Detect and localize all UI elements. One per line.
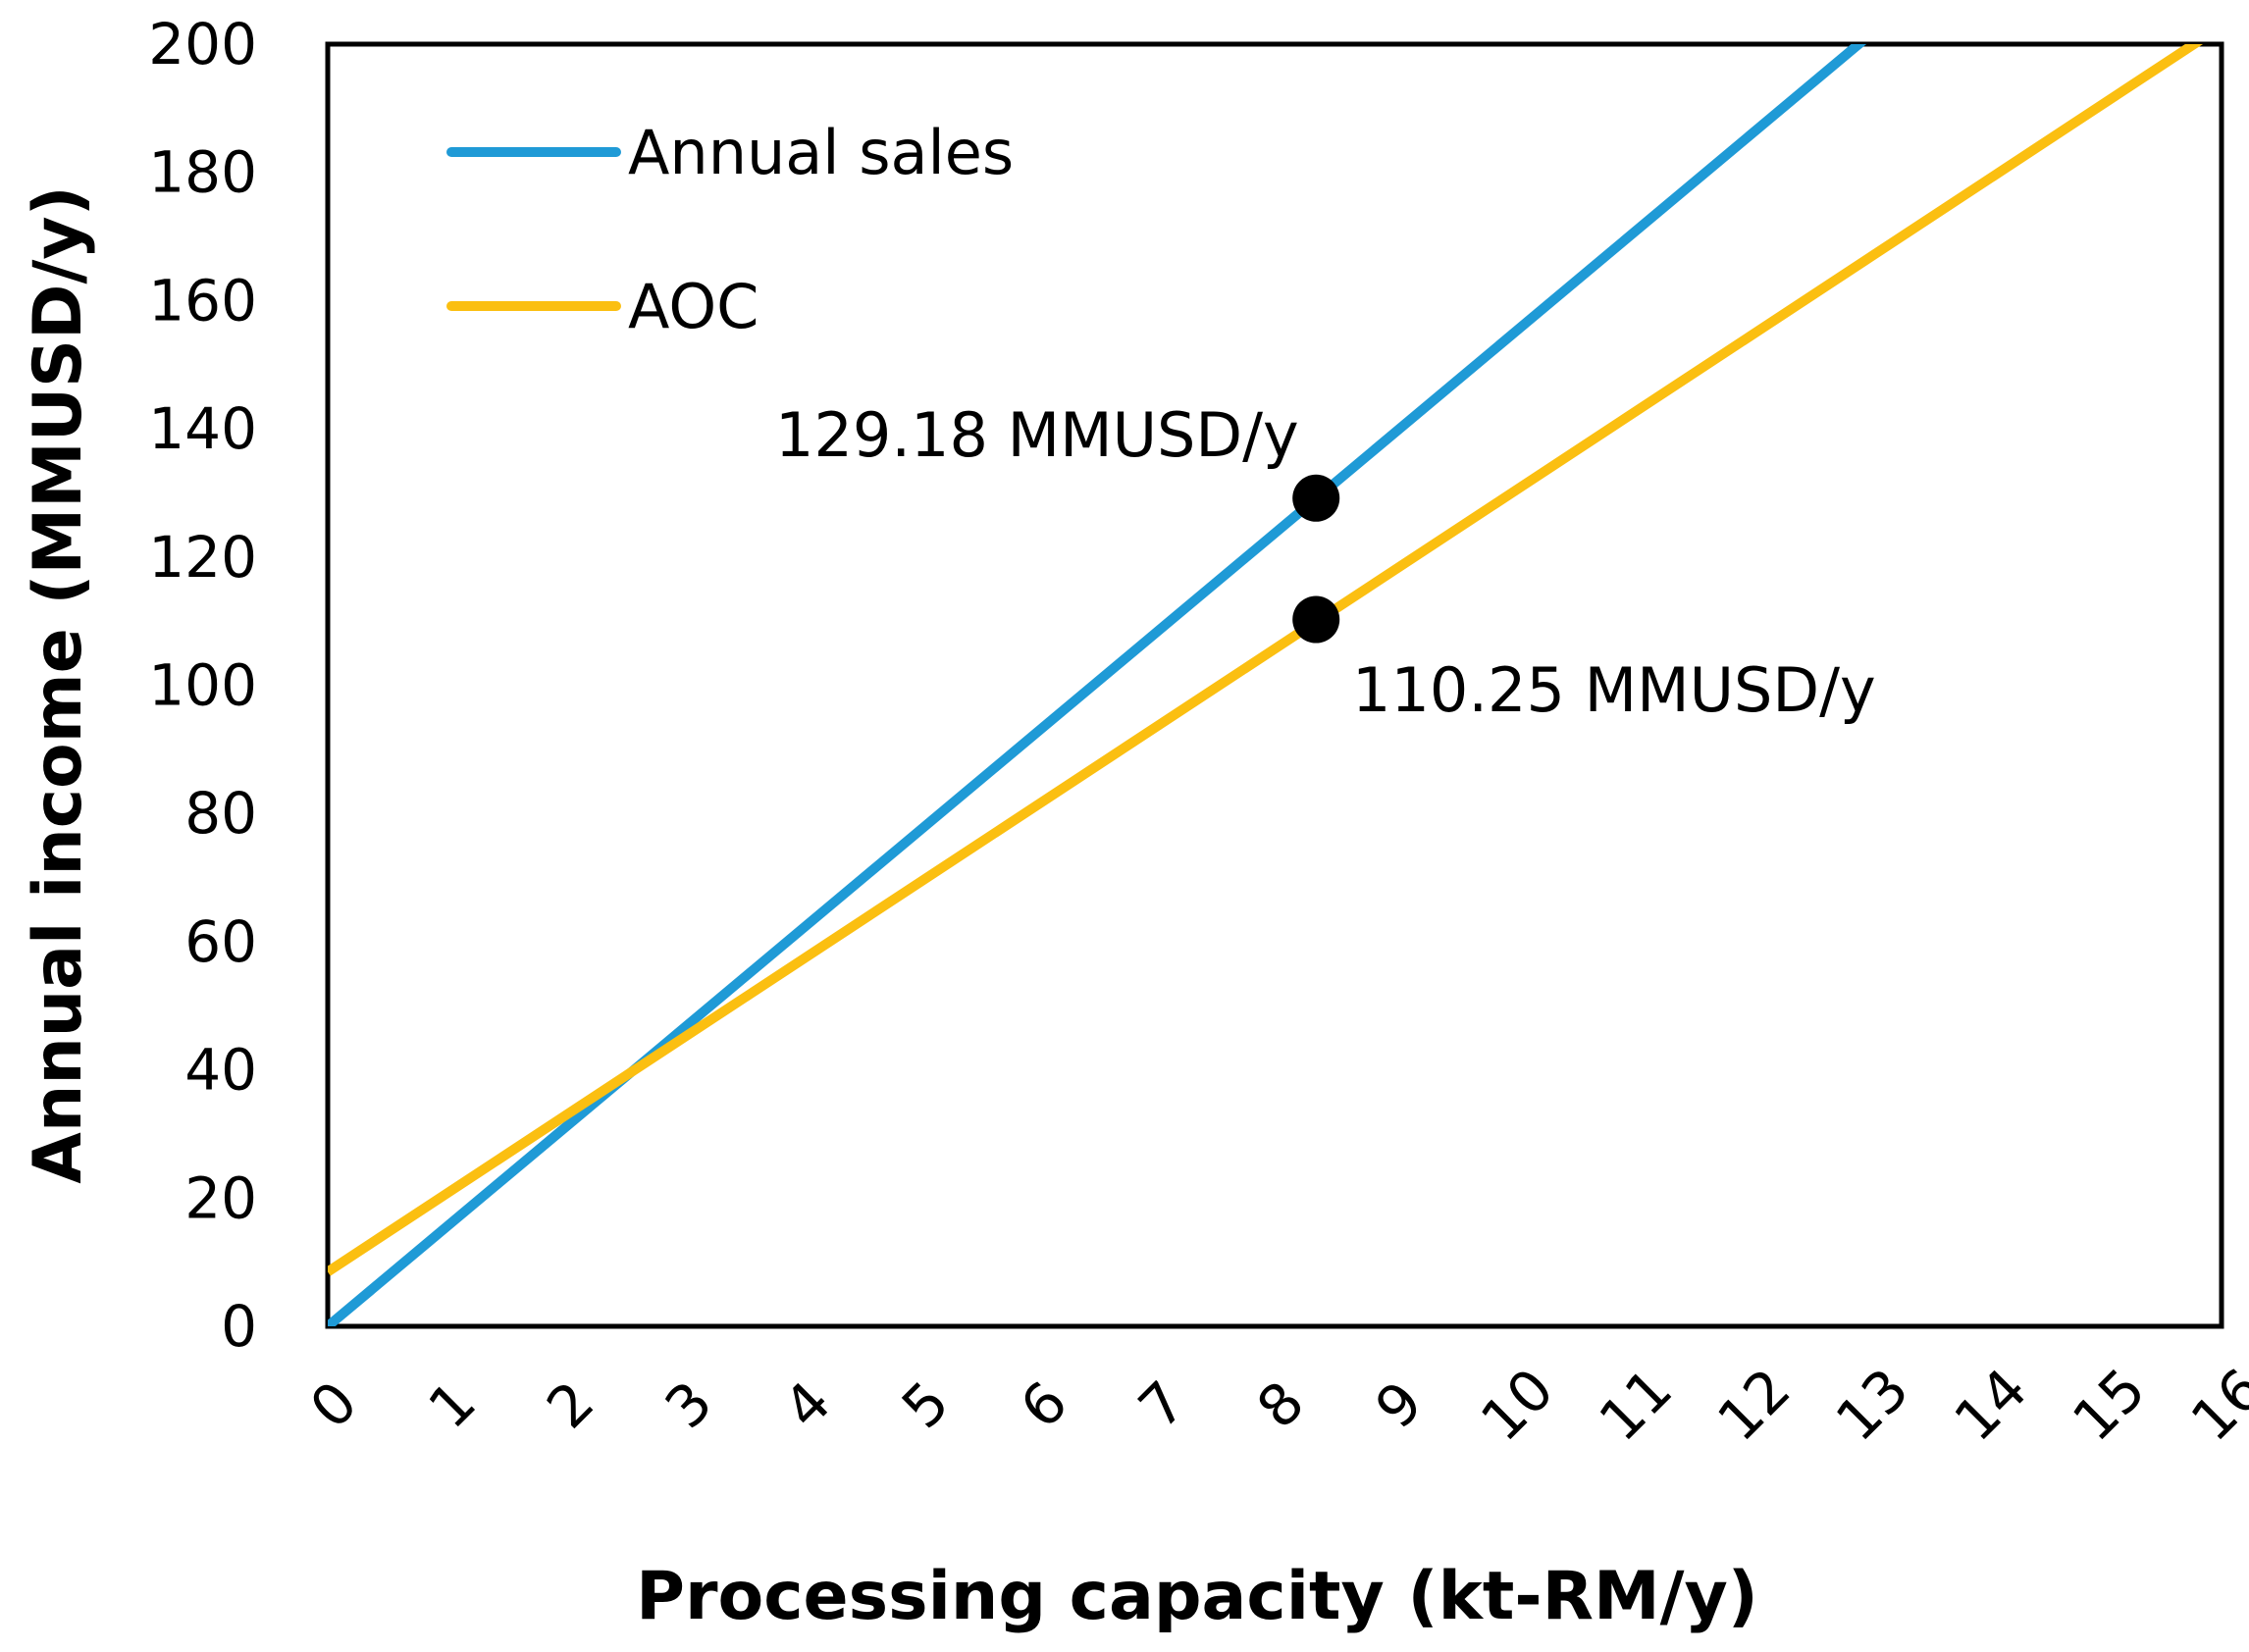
- y-tick-label: 140: [148, 395, 257, 462]
- legend-label-aoc: AOC: [628, 271, 758, 342]
- y-tick-label: 100: [148, 652, 257, 719]
- x-axis-ticks: 0 1 2 3 4 5 6 7 8 9 10 11 12 13 14 15 16: [297, 1356, 2249, 1454]
- x-tick-label: 14: [1942, 1356, 2040, 1454]
- y-tick-label: 60: [184, 908, 257, 975]
- x-tick-label: 1: [416, 1368, 489, 1441]
- x-tick-label: 15: [2060, 1356, 2158, 1454]
- y-tick-label: 20: [184, 1164, 257, 1231]
- plot-area: [325, 41, 2224, 1329]
- y-tick-label: 180: [148, 139, 257, 206]
- x-tick-label: 5: [889, 1368, 962, 1441]
- x-tick-label: 8: [1244, 1368, 1317, 1441]
- series-line-aoc: [328, 44, 2204, 1276]
- points-layer: [1292, 474, 1340, 644]
- x-tick-label: 6: [1008, 1368, 1080, 1441]
- point-annotation-2: 110.25 MMUSD/y: [1352, 654, 1876, 726]
- legend: Annual sales AOC: [446, 117, 1014, 342]
- data-point-2: [1292, 595, 1340, 644]
- x-tick-label: 3: [653, 1368, 725, 1441]
- x-tick-label: 13: [1823, 1356, 1921, 1454]
- y-tick-label: 160: [148, 267, 257, 334]
- x-tick-label: 9: [1363, 1368, 1436, 1441]
- x-tick-label: 7: [1125, 1368, 1198, 1441]
- series-line-annual-sales: [328, 44, 1867, 1326]
- x-tick-label: 10: [1468, 1356, 1566, 1454]
- annotations: 129.18 MMUSD/y 110.25 MMUSD/y: [775, 399, 1876, 726]
- x-tick-label: 0: [297, 1368, 370, 1441]
- x-tick-label: 2: [534, 1368, 606, 1441]
- y-tick-label: 120: [148, 524, 257, 591]
- legend-label-annual-sales: Annual sales: [628, 117, 1014, 188]
- y-tick-label: 0: [221, 1293, 257, 1360]
- y-tick-label: 200: [148, 11, 257, 77]
- point-annotation-1: 129.18 MMUSD/y: [775, 399, 1299, 471]
- x-axis-title: Processing capacity (kt-RM/y): [636, 1558, 1758, 1635]
- y-tick-label: 80: [184, 780, 257, 847]
- data-point-1: [1292, 474, 1340, 522]
- x-tick-label: 16: [2178, 1356, 2249, 1454]
- series-layer: [328, 44, 2204, 1326]
- x-tick-label: 11: [1587, 1356, 1685, 1454]
- x-tick-label: 4: [770, 1368, 843, 1441]
- y-axis-title: Annual income (MMUSD/y): [20, 185, 97, 1183]
- y-tick-label: 40: [184, 1037, 257, 1104]
- x-tick-label: 12: [1704, 1356, 1803, 1454]
- y-axis-ticks: 0 20 40 60 80 100 120 140 160 180 200: [148, 11, 257, 1360]
